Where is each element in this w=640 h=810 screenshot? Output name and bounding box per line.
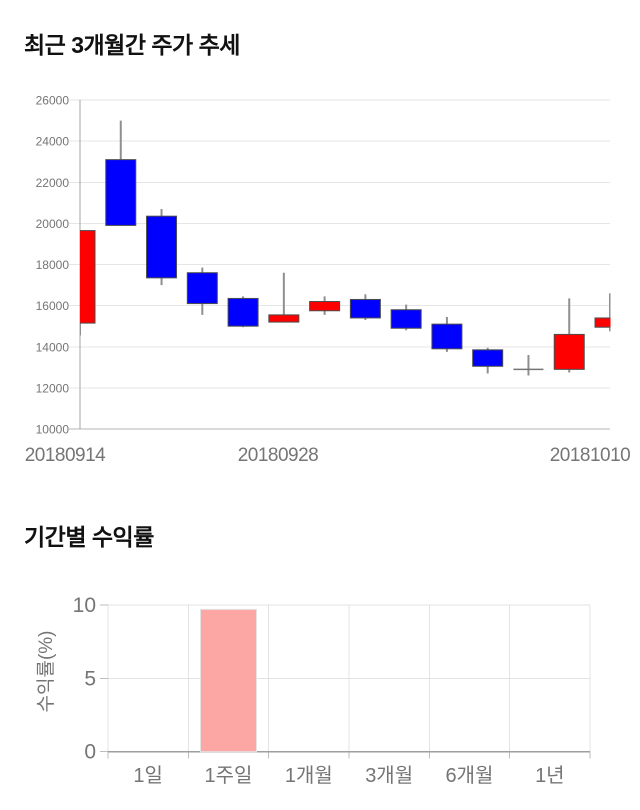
- price-chart-title: 최근 3개월간 주가 추세: [24, 32, 240, 58]
- candle-body: [594, 317, 611, 328]
- returns-chart-svg: 10 5 0 1일 1주일 1개월 3개월 6개월 1년 수익률(%): [35, 594, 591, 787]
- candle-body: [309, 301, 341, 312]
- candle-body: [80, 230, 96, 324]
- price-y-tick-label: 14000: [36, 340, 70, 354]
- returns-bar-chart: 10 5 0 1일 1주일 1개월 3개월 6개월 1년 수익률(%): [0, 570, 640, 810]
- returns-y-tick-label: 0: [84, 741, 96, 764]
- price-y-tick-label: 20000: [36, 217, 70, 231]
- price-candlestick-chart: 26000 24000 22000 20000 18000 16000 14000 12000…: [0, 90, 640, 475]
- price-y-tick-label: 22000: [36, 176, 70, 190]
- returns-y-tick-label: 5: [84, 667, 96, 690]
- price-chart-svg: 26000 24000 22000 20000 18000 16000 14000 12000…: [25, 94, 631, 467]
- price-y-tick-label: 18000: [36, 258, 70, 272]
- price-y-tick-label: 12000: [36, 381, 70, 395]
- returns-x-tick-label: 1개월: [285, 764, 333, 787]
- candle-body: [553, 333, 585, 370]
- candle-body: [105, 159, 137, 226]
- candle-body: [146, 215, 178, 279]
- returns-y-axis-label: 수익률(%): [35, 631, 57, 713]
- price-x-tick-label: 20181010: [550, 445, 631, 466]
- candle-body: [472, 349, 504, 367]
- returns-x-tick-label: 1일: [133, 764, 163, 787]
- price-y-tick-label: 24000: [36, 135, 70, 149]
- returns-x-tick-label: 6개월: [446, 764, 494, 787]
- price-y-tick-label: 26000: [36, 94, 70, 108]
- candle-body: [227, 297, 259, 327]
- returns-x-tick-label: 1년: [535, 764, 565, 787]
- returns-x-tick-label: 1주일: [205, 764, 253, 787]
- candle-body: [268, 314, 300, 323]
- price-x-tick-label: 20180928: [238, 445, 319, 466]
- price-y-tick-label: 10000: [36, 423, 70, 437]
- price-candles-group: [80, 120, 611, 376]
- return-bar: [200, 608, 257, 753]
- returns-x-tick-label: 3개월: [365, 764, 413, 787]
- candle-body: [431, 323, 463, 350]
- candle-body: [186, 272, 218, 305]
- returns-y-tick-label: 10: [73, 594, 96, 617]
- price-x-tick-label: 20180914: [25, 445, 106, 466]
- returns-chart-title: 기간별 수익률: [24, 524, 154, 550]
- price-y-tick-label: 16000: [36, 299, 70, 313]
- candle-body: [390, 309, 422, 329]
- candle-body: [349, 298, 381, 319]
